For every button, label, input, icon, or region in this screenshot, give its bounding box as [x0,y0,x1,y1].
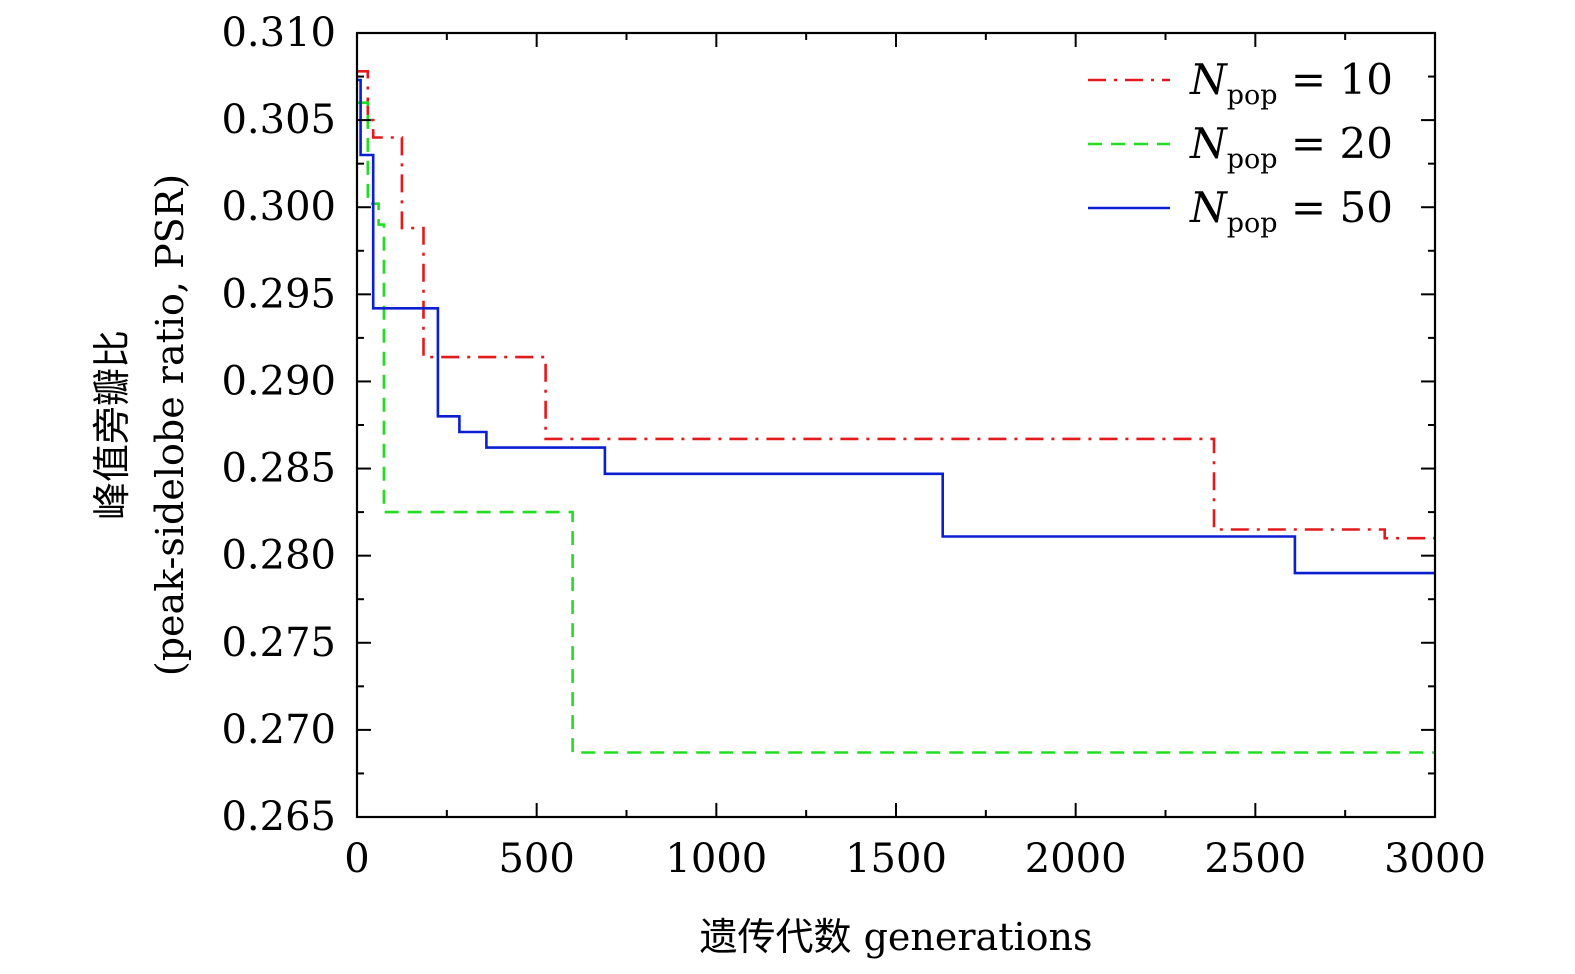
y-tick-label: 0.285 [221,446,336,492]
x-tick-label: 2000 [1025,836,1127,882]
labels-layer: 0 500 1000 1500 2000 2500 3000 0.265 0.270 0.275 0… [221,10,1485,882]
series-layer [357,70,1435,754]
y-axis-title: 峰值旁瓣比 (peak-sidelobe ratio, PSR) [90,174,192,676]
x-tick-label: 500 [498,836,574,882]
x-tick-label: 0 [344,836,369,882]
x-tick-label: 1000 [665,836,767,882]
y-axis-title-line1: 峰值旁瓣比 [90,330,134,520]
series-1-line [357,70,1435,540]
y-tick-label: 0.295 [221,271,336,317]
legend-label-2: Npop = 20 [1189,119,1393,175]
x-tick-label: 2500 [1204,836,1306,882]
legend-label-1: Npop = 10 [1189,55,1393,111]
y-tick-label: 0.275 [221,620,336,666]
x-tick-label: 1500 [845,836,947,882]
y-tick-label: 0.270 [221,707,336,753]
y-tick-label: 0.305 [221,97,336,143]
y-tick-label: 0.300 [221,184,336,230]
y-tick-label: 0.310 [221,10,336,56]
x-axis-title: 遗传代数 generations [700,915,1093,959]
y-tick-label: 0.265 [221,794,336,840]
series-2-line [357,101,1435,754]
legend-label-3: Npop = 50 [1189,183,1393,239]
y-tick-label: 0.290 [221,358,336,404]
legend: Npop = 10 Npop = 20 Npop = 50 [1088,55,1393,239]
y-tick-label: 0.280 [221,533,336,579]
y-axis-title-line2: (peak-sidelobe ratio, PSR) [148,174,192,676]
series-3-line [357,78,1435,575]
ticks-layer [356,32,1436,818]
x-tick-label: 3000 [1384,836,1486,882]
